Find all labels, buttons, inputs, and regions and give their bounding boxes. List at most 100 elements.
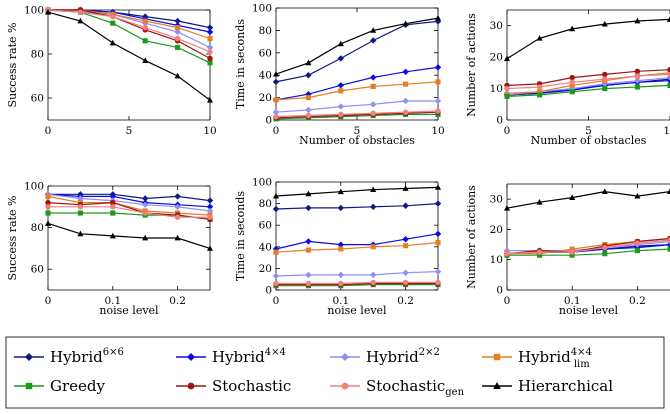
data-point-hybridlim — [175, 25, 180, 30]
y-tick-label: 100 — [24, 181, 44, 193]
data-point-greedy — [570, 89, 575, 94]
series-line-hierarchical — [276, 187, 438, 196]
legend-marker — [26, 383, 32, 389]
data-point-hybridlim — [306, 95, 311, 100]
data-point-stochasticgen — [602, 76, 607, 81]
data-point-greedy — [537, 92, 542, 97]
data-point-stochasticgen — [142, 25, 147, 30]
series-line-hybrid6 — [276, 21, 438, 82]
data-point-greedy — [635, 84, 640, 89]
data-point-stochasticgen — [306, 281, 311, 286]
series-hybrid6 — [273, 200, 441, 212]
x-tick-label: 0 — [273, 125, 280, 137]
data-point-hybrid2 — [370, 272, 376, 278]
data-point-hybridlim — [338, 88, 343, 93]
data-point-stochasticgen — [175, 36, 180, 41]
data-point-stochasticgen — [504, 86, 509, 91]
legend-marker — [188, 383, 195, 390]
data-point-greedy — [110, 21, 115, 26]
y-tick-label: 0 — [496, 115, 503, 127]
x-tick-label: 0 — [45, 295, 52, 307]
data-point-hybrid2 — [402, 270, 408, 276]
data-point-stochastic — [207, 56, 212, 61]
data-point-hybrid4 — [370, 74, 376, 80]
y-tick-label: 10 — [490, 83, 503, 95]
data-point-hybrid2 — [435, 268, 441, 274]
data-point-greedy — [635, 248, 640, 253]
data-point-hybridlim — [273, 250, 278, 255]
data-point-hybrid6 — [402, 203, 408, 209]
data-point-hybrid4 — [338, 82, 344, 88]
legend-label: Stochastic — [212, 377, 291, 395]
y-tick-label: 0 — [265, 115, 272, 127]
data-point-greedy — [602, 251, 607, 256]
x-tick-label: 0 — [504, 295, 511, 307]
series-hybridlim — [273, 79, 440, 102]
series-line-hybridlim — [276, 82, 438, 100]
series-line-hierarchical — [48, 223, 210, 248]
series-stochastic — [504, 67, 670, 88]
data-point-hybrid6 — [305, 72, 311, 78]
series-line-hybrid6 — [276, 204, 438, 209]
series-line-hierarchical — [48, 12, 210, 100]
y-tick-label: 20 — [490, 52, 503, 64]
series-hybrid6 — [273, 18, 441, 85]
data-point-stochasticgen — [635, 240, 640, 245]
legend-marker — [494, 354, 500, 360]
series-line-hybrid2 — [507, 78, 670, 94]
data-point-stochasticgen — [207, 49, 212, 54]
data-point-stochasticgen — [273, 114, 278, 119]
series-line-hybrid4 — [276, 234, 438, 249]
data-point-stochastic — [635, 69, 640, 74]
chart-panels: 60801000 5 10Success rate %0204060801000 5 1… — [6, 3, 670, 318]
y-tick-label: 0 — [496, 285, 503, 297]
x-axis-label: noise level — [559, 304, 619, 317]
data-point-hybrid2 — [338, 272, 344, 278]
data-point-stochasticgen — [635, 73, 640, 78]
data-point-stochasticgen — [175, 214, 180, 219]
data-point-greedy — [504, 94, 509, 99]
data-point-greedy — [175, 45, 180, 50]
x-axis-label: noise level — [99, 304, 159, 317]
data-point-greedy — [110, 210, 115, 215]
chart-panel-1: 60801000 5 10Success rate % — [6, 5, 217, 138]
data-point-stochasticgen — [569, 249, 574, 254]
data-point-hybrid2 — [402, 98, 408, 104]
data-point-greedy — [45, 210, 50, 215]
y-axis-label: Number of actions — [465, 185, 478, 289]
series-line-hierarchical — [276, 18, 438, 74]
data-point-greedy — [78, 210, 83, 215]
data-point-stochasticgen — [403, 280, 408, 285]
data-point-hybrid2 — [435, 98, 441, 104]
data-point-hierarchical — [602, 188, 608, 194]
x-axis-label: Number of obstacles — [531, 134, 647, 147]
data-point-hybrid2 — [273, 273, 279, 279]
data-point-hybridlim — [371, 84, 376, 89]
data-point-hybrid4 — [435, 231, 441, 237]
legend: Hybrid6×6 Hybrid4×4 Hybrid2×2 Hybrid4×4 limG… — [6, 337, 664, 408]
y-tick-label: 100 — [24, 5, 44, 17]
data-point-stochasticgen — [78, 9, 83, 14]
data-point-hierarchical — [142, 57, 148, 63]
data-point-hybrid4 — [435, 64, 441, 70]
x-tick-label: 10 — [203, 125, 216, 137]
data-point-stochasticgen — [306, 113, 311, 118]
data-point-hierarchical — [45, 220, 51, 226]
data-point-hybrid4 — [207, 29, 213, 35]
data-point-stochasticgen — [569, 80, 574, 85]
data-point-hybridlim — [403, 82, 408, 87]
data-point-hybrid2 — [305, 107, 311, 113]
x-tick-label: 0 — [273, 295, 280, 307]
data-point-stochasticgen — [207, 214, 212, 219]
x-tick-label: 10 — [663, 125, 670, 137]
data-point-hybrid6 — [273, 79, 279, 85]
data-point-hybrid6 — [370, 37, 376, 43]
y-axis-label: Time in seconds — [234, 19, 247, 109]
y-tick-label: 0 — [265, 285, 272, 297]
y-tick-label: 60 — [259, 47, 272, 59]
y-axis-label: Time in seconds — [234, 191, 247, 281]
data-point-hybrid4 — [402, 69, 408, 75]
data-point-stochasticgen — [110, 204, 115, 209]
series-hierarchical — [504, 16, 670, 61]
x-tick-label: 0 — [45, 125, 52, 137]
